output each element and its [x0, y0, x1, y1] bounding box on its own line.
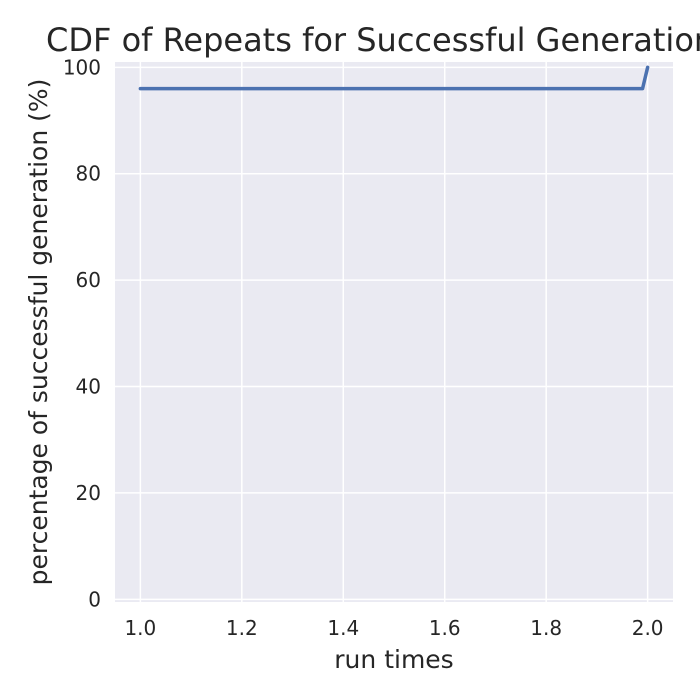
series-line	[138, 65, 650, 91]
series-layer	[138, 65, 650, 91]
y-axis-label: percentage of successful generation (%)	[24, 79, 53, 586]
y-tick-label: 40	[76, 375, 101, 399]
tick-labels: 1.0 1.2 1.4 1.6 1.8 2.0 0 20 40 60 80 100	[63, 55, 664, 640]
y-tick-label: 60	[76, 268, 101, 292]
x-tick-label: 1.0	[124, 616, 156, 640]
x-tick-label: 1.4	[327, 616, 359, 640]
y-tick-label: 0	[88, 587, 101, 611]
plot-area	[115, 62, 673, 602]
x-axis-label: run times	[334, 645, 453, 674]
y-tick-label: 100	[63, 55, 101, 79]
y-tick-label: 80	[76, 162, 101, 186]
chart-title: CDF of Repeats for Successful Generation	[46, 21, 700, 59]
x-tick-label: 1.2	[226, 616, 258, 640]
x-tick-label: 1.8	[530, 616, 562, 640]
grid-lines	[115, 62, 673, 602]
x-tick-label: 1.6	[429, 616, 461, 640]
y-tick-label: 20	[76, 481, 101, 505]
x-tick-label: 2.0	[632, 616, 664, 640]
